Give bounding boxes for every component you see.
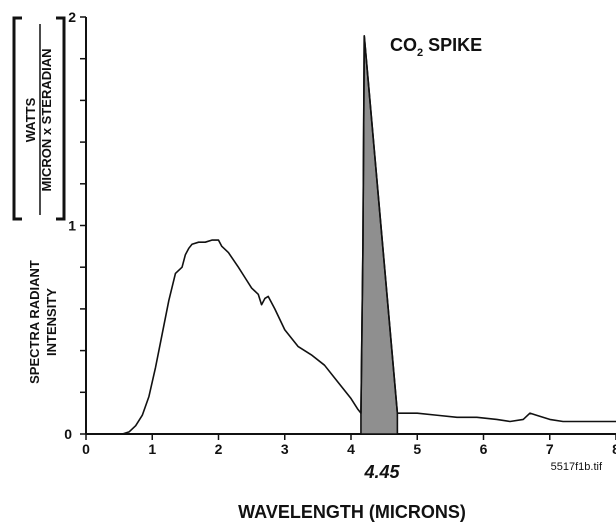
x-tick-label: 4 (347, 441, 355, 457)
x-tick-label: 7 (546, 441, 554, 457)
title-spike: SPIKE (423, 35, 482, 55)
x-tick-label: 5 (413, 441, 421, 457)
x-tick-label: 0 (82, 441, 90, 457)
x-tick-label: 6 (480, 441, 488, 457)
x-tick-label: 8 (612, 441, 616, 457)
chart-frame (85, 17, 616, 435)
y-axis-title-line1: SPECTRA RADIANT (27, 260, 42, 384)
unit-bracket-right (56, 16, 66, 221)
peak-wavelength-label: 4.45 (363, 462, 400, 482)
x-tick-label: 2 (215, 441, 223, 457)
svg-text:CO2 SPIKE: CO2 SPIKE (390, 35, 482, 59)
series-layer (121, 34, 616, 435)
x-tick-label: 1 (148, 441, 156, 457)
y-axis-title: SPECTRA RADIANT INTENSITY WATTS MICRON x… (12, 16, 66, 384)
y-tick-label: 1 (68, 218, 76, 234)
y-axis-title-line2: INTENSITY (44, 288, 59, 356)
y-axis-unit-numerator: WATTS (23, 97, 38, 142)
unit-bracket-left (12, 16, 22, 221)
co2-spike-area (360, 35, 399, 435)
spectral-line (121, 34, 616, 435)
y-tick-label: 0 (64, 426, 72, 442)
chart-title: CO2 SPIKE (390, 35, 482, 59)
footnote-label: 5517f1b.tif (551, 461, 603, 473)
x-axis-title: WAVELENGTH (MICRONS) (238, 502, 466, 522)
y-tick-label: 2 (68, 9, 76, 25)
y-axis-unit-denominator: MICRON x STERADIAN (39, 48, 54, 191)
x-tick-label: 3 (281, 441, 289, 457)
axis-layer: 0 1 2 0 1 2 3 4 5 6 7 8 (64, 9, 616, 457)
title-subscript: 2 (417, 47, 423, 59)
title-co: CO (390, 35, 417, 55)
